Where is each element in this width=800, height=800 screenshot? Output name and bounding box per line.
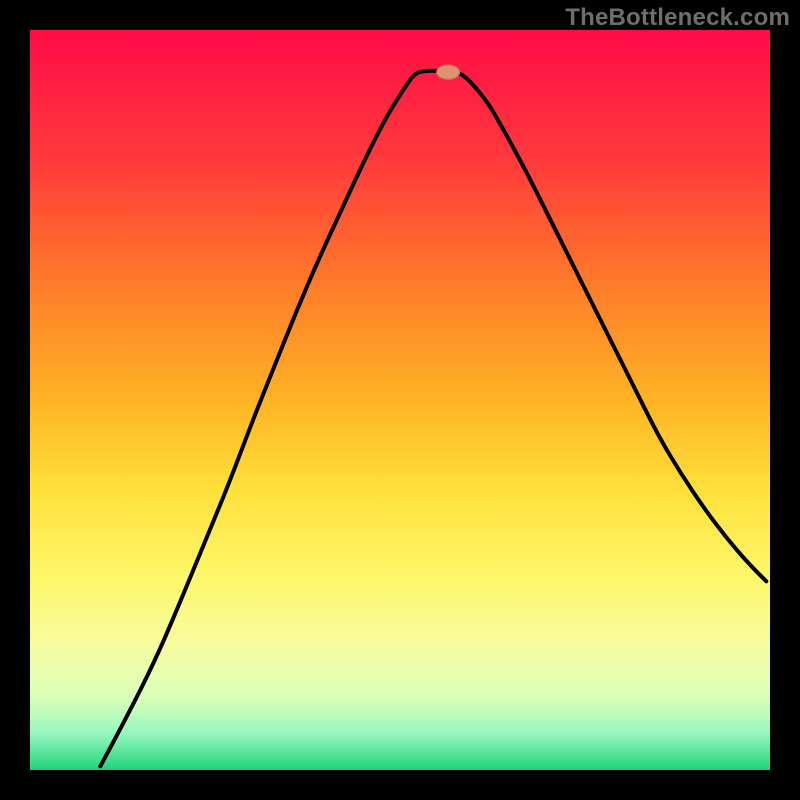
watermark-label: TheBottleneck.com	[565, 4, 790, 32]
chart-background	[30, 30, 770, 770]
optimum-marker	[437, 65, 460, 79]
chart-container: TheBottleneck.com	[0, 0, 800, 800]
bottleneck-chart	[0, 0, 800, 800]
